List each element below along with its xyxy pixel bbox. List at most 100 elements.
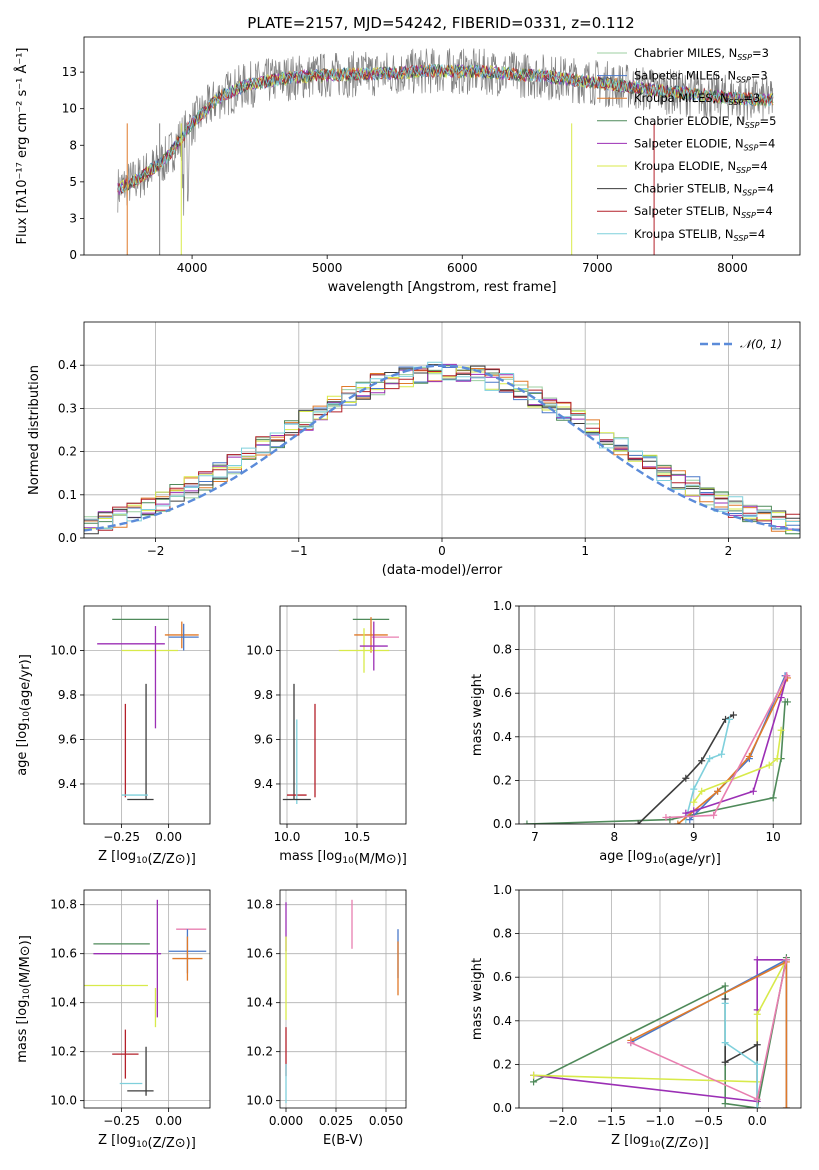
x-tick-label: −0.5 [694,1114,723,1128]
y-tick-label: 0.4 [493,1014,512,1028]
x-tick-label: 6000 [447,261,478,275]
x-tick-label: −1 [290,544,308,558]
y-tick-label: 9.8 [58,688,77,702]
x-axis-label: Z [log10(Z/Z⊙)] [611,1133,709,1151]
y-tick-label: 0.0 [58,531,77,545]
plus-marker [662,813,670,821]
axes-frame [83,605,211,825]
error-bar-point [168,623,199,651]
series-line [677,677,789,824]
plus-marker [749,787,757,795]
y-tick-label: 0.4 [58,358,77,372]
plus-marker [783,672,791,680]
legend-entry-label: Chabrier ELODIE, NSSP=5 [634,114,776,130]
y-tick-label: 1.0 [493,883,512,897]
x-tick-label: −0.25 [103,830,140,844]
x-axis-label: E(B-V) [323,1133,363,1148]
y-tick-label: 0.0 [493,1101,512,1115]
y-tick-label: 0.6 [493,686,512,700]
legend-entry-label: Chabrier STELIB, NSSP=4 [634,182,774,198]
axes-frame [279,889,407,1109]
legend-entry-label: Salpeter ELODIE, NSSP=4 [634,136,775,152]
y-tick-label: 10.8 [246,898,273,912]
y-axis-label: mass weight [470,674,485,756]
plus-marker [782,956,790,964]
legend-entry-label: Kroupa ELODIE, NSSP=4 [634,159,768,175]
y-tick-label: 10.0 [246,643,273,657]
y-tick-label: 0.8 [493,927,512,941]
x-tick-label: 10.0 [274,830,301,844]
plus-marker [634,820,642,824]
y-tick-label: 10.4 [50,996,77,1010]
x-tick-label: −2.0 [548,1114,577,1128]
plus-marker [769,794,777,802]
y-tick-label: 10.8 [50,898,77,912]
y-axis-label: Normed distribution [27,365,42,495]
plus-marker [682,809,690,817]
x-tick-label: 8 [611,830,619,844]
x-tick-label: 0.00 [155,1114,182,1128]
y-tick-label: 8 [69,138,77,152]
mass-weight-vs-metallicity-panel: −2.0 −1.5 −1.0 −0.5 0.0 0.0 0.2 0.4 0.6 0.8 1.0 Z [… [470,883,802,1151]
histogram-step-line [84,361,800,530]
mass-vs-reddening-panel: 0.000 0.025 0.050 10.0 10.2 10.4 10.6 10.8 E(B-V… [246,889,407,1148]
x-tick-label: 10 [766,830,781,844]
axes-frame [83,321,801,539]
y-tick-label: 0.6 [493,970,512,984]
x-tick-label: −2 [147,544,165,558]
y-tick-label: 10.0 [246,1094,273,1108]
plus-marker [777,726,785,734]
x-tick-label: −0.25 [103,1114,140,1128]
y-axis-label: Flux [fλ10⁻¹⁷ erg cm⁻² s⁻¹ Å⁻¹] [14,48,30,245]
plus-marker [721,982,729,990]
axes-frame [83,36,801,256]
normal-reference-curve [84,364,800,532]
plus-marker [753,1104,761,1108]
x-axis-label: Z [log10(Z/Z⊙)] [98,849,196,867]
y-tick-label: 0.1 [58,488,77,502]
plus-marker [530,1078,538,1086]
x-axis-label: mass [log10(M/M⊙)] [279,849,407,867]
model-spectrum-line [117,63,774,194]
y-axis-label: mass weight [470,958,485,1040]
y-tick-label: 0.3 [58,401,77,415]
y-tick-label: 9.4 [254,777,273,791]
y-tick-label: 5 [69,175,77,189]
plus-marker [714,787,722,795]
plus-marker [690,798,698,806]
plot-area [117,48,774,255]
y-tick-label: 0.2 [58,445,77,459]
x-tick-label: 0.000 [269,1114,303,1128]
age-vs-mass-panel: 10.0 10.5 9.4 9.6 9.8 10.0 mass [log10(M/M⊙)] [246,605,407,867]
x-tick-label: 9 [690,830,698,844]
y-tick-label: 0.4 [493,730,512,744]
error-bar-point [164,621,199,649]
age-vs-metallicity-panel: −0.25 0.00 9.4 9.6 9.8 10.0 Z [log10(Z/Z⊙)] age… [15,605,211,867]
plus-marker [690,785,698,793]
y-tick-label: 9.6 [254,732,273,746]
y-axis-label: age [log10(age/yr)] [15,654,33,776]
plus-marker [753,956,761,964]
plus-marker [674,820,682,824]
x-tick-label: 2 [725,544,733,558]
y-tick-label: 9.8 [254,688,273,702]
plus-marker [523,820,531,824]
error-bar-point [172,936,203,981]
legend-entry-label: Kroupa STELIB, NSSP=4 [634,227,765,243]
plot-area [84,361,800,535]
axes-frame [518,605,802,825]
x-tick-label: 4000 [177,261,208,275]
plus-marker [690,807,698,815]
plus-marker [686,816,694,824]
y-tick-label: 10.2 [246,1045,273,1059]
y-tick-label: 10.6 [50,947,77,961]
plus-marker [698,787,706,795]
plus-marker [783,698,791,706]
legend-entry-label: Chabrier MILES, NSSP=3 [634,46,769,62]
y-tick-label: 10.4 [246,996,273,1010]
plus-marker [627,1039,635,1047]
plus-marker [773,755,781,763]
y-tick-label: 9.4 [58,777,77,791]
x-axis-label: (data-model)/error [382,563,503,578]
